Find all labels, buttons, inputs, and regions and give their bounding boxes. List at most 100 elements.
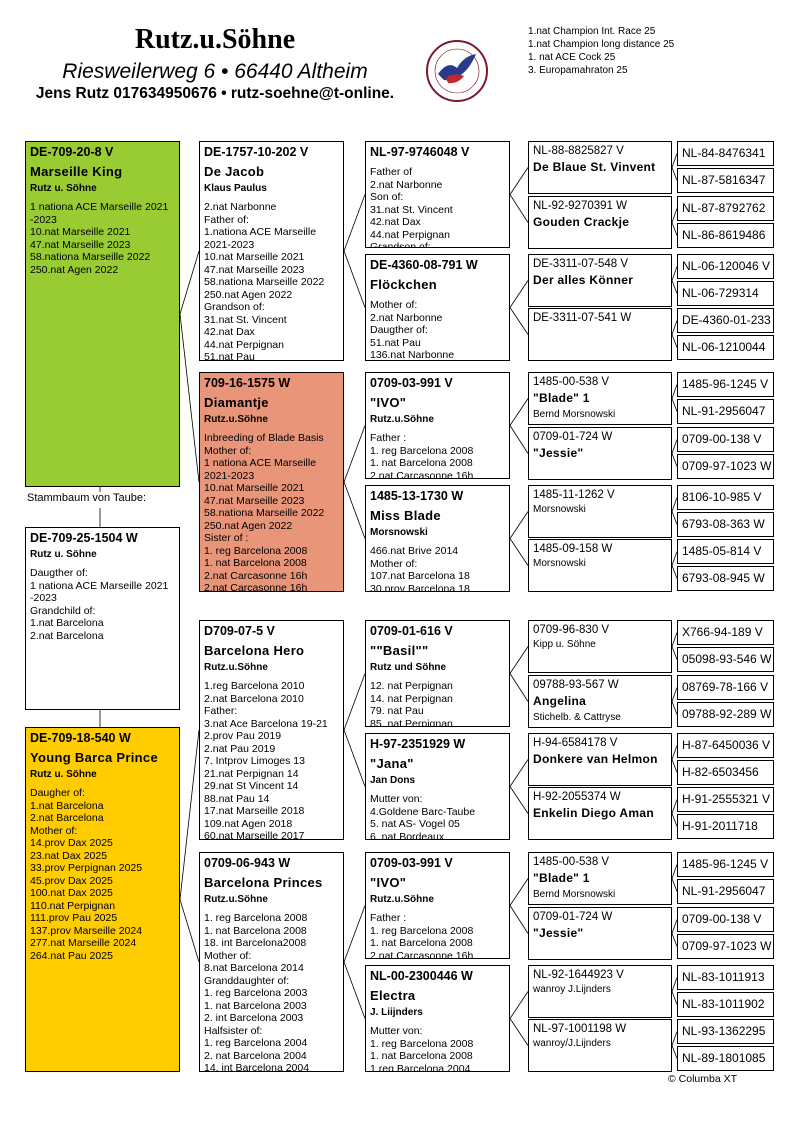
ring-number: NL-87-5816347 bbox=[682, 173, 766, 187]
result-line: 1. nat Barcelona 2008 bbox=[370, 457, 473, 469]
pigeon-name: "Blade" 1 bbox=[533, 391, 590, 405]
result-line: 31.nat St. Vincent bbox=[204, 313, 287, 326]
result-line: 14. int Barcelona 2004 bbox=[204, 1062, 310, 1072]
connector bbox=[509, 167, 529, 195]
result-line: 1 nationa ACE Marseille 2021-2023 bbox=[204, 457, 317, 482]
pigeon-name: "Jessie" bbox=[533, 926, 584, 940]
pigeon-box: NL-06-120046 V bbox=[677, 254, 774, 279]
result-line: 1. reg Barcelona 2003 bbox=[204, 987, 308, 999]
ring-number: NL-89-1801085 bbox=[682, 1051, 766, 1065]
owner: Kipp u. Söhne bbox=[533, 639, 596, 650]
result-line: 2.nat Carcasonne 16h bbox=[204, 582, 308, 592]
result-line: Father : bbox=[370, 912, 407, 924]
result-line: 1. reg Barcelona 2008 bbox=[370, 924, 474, 937]
result-line: Mother of: bbox=[30, 824, 78, 837]
result-line: 51.nat Pau bbox=[370, 336, 421, 349]
connector bbox=[671, 497, 678, 512]
result-line: Inbreeding of Blade Basis bbox=[204, 432, 324, 444]
pigeon-box: NL-83-1011902 bbox=[677, 992, 774, 1017]
ring-number: D709-07-5 V bbox=[204, 624, 275, 638]
results: 12. nat Perpignan 14. nat Perpignan 79. na… bbox=[370, 680, 505, 726]
pigeon-box: 709-16-1575 W Diamantje Rutz.u.Söhne Inbree… bbox=[199, 372, 344, 592]
result-line: 2.nat Carcasonne 16h bbox=[370, 469, 474, 479]
result-line: 1.nationa ACE Marseille 2021-2023 bbox=[204, 226, 317, 251]
result-line: 2.nat Narbonne bbox=[370, 311, 443, 324]
results: Mother of: 2.nat Narbonne Daugther of: 51.n… bbox=[370, 299, 505, 360]
pigeon-name: Miss Blade bbox=[370, 508, 441, 523]
ring-number: NL-06-120046 V bbox=[682, 259, 771, 273]
pigeon-box: 0709-01-616 V ""Basil"" Rutz und Söhne 12. … bbox=[365, 620, 510, 727]
pigeon-box: DE-1757-10-202 V De Jacob Klaus Paulus 2.na… bbox=[199, 141, 344, 361]
result-line: 17.nat Marseille 2018 bbox=[204, 805, 305, 817]
connector bbox=[509, 1018, 529, 1046]
result-line: 264.nat Pau 2025 bbox=[30, 949, 113, 962]
results: 2.nat Narbonne Father of: 1.nationa ACE Ma… bbox=[204, 201, 339, 360]
ring-number: DE-3311-07-548 V bbox=[533, 258, 629, 270]
pigeon-box: NL-92-1644923 V wanroy J.Lijnders bbox=[528, 965, 672, 1018]
ring-number: NL-86-8619486 bbox=[682, 228, 766, 242]
ring-number: NL-00-2300446 W bbox=[370, 969, 473, 983]
result-line: Halfsister of: bbox=[204, 1024, 263, 1037]
pigeon-name: "Blade" 1 bbox=[533, 871, 590, 885]
result-line: Granddaughter of: bbox=[204, 974, 290, 987]
ring-number: 0709-03-991 V bbox=[370, 376, 453, 390]
result-line: 111.prov Pau 2025 bbox=[30, 912, 118, 924]
pigeon-box: 0709-00-138 V bbox=[677, 427, 774, 452]
result-line: Father : bbox=[370, 432, 407, 444]
result-line: 1. reg Barcelona 2004 bbox=[204, 1037, 308, 1049]
pigeon-box: NL-91-2956047 bbox=[677, 879, 774, 904]
connector bbox=[671, 551, 678, 566]
ring-number: 0709-01-724 W bbox=[533, 431, 613, 443]
result-line: 1.reg Barcelona 2004 bbox=[370, 1062, 471, 1072]
ring-number: DE-3311-07-541 W bbox=[533, 312, 632, 324]
ring-number: NL-83-1011902 bbox=[682, 997, 765, 1011]
pigeon-box: 0709-01-724 W "Jessie" bbox=[528, 907, 672, 960]
connector bbox=[509, 646, 529, 674]
result-line: 2.nat Pau 2019 bbox=[204, 742, 276, 755]
result-line: 45.prov Dax 2025 bbox=[30, 874, 113, 887]
ring-number: 0709-00-138 V bbox=[682, 432, 762, 446]
pigeon-box: NL-06-729314 bbox=[677, 281, 774, 306]
results: Mutter von: 1. reg Barcelona 2008 1. nat B… bbox=[370, 1025, 505, 1072]
results: 1.reg Barcelona 2010 2.nat Barcelona 2010… bbox=[204, 680, 339, 839]
result-line: 250.nat Agen 2022 bbox=[204, 519, 293, 532]
ring-number: 0709-06-943 W bbox=[204, 856, 291, 870]
pigeon-box: DE-709-18-540 W Young Barca Prince Rutz u.… bbox=[25, 727, 180, 1072]
connector bbox=[671, 991, 678, 1005]
result-line: 2.prov Pau 2019 bbox=[204, 730, 282, 742]
ring-number: 1485-09-158 W bbox=[533, 543, 613, 555]
result-line: 110.nat Perpignan bbox=[30, 899, 116, 912]
connector bbox=[671, 919, 678, 934]
footer: © Columba XT bbox=[668, 1073, 738, 1085]
pigeon-box: DE-4360-08-791 W Flöckchen Mother of: 2.nat… bbox=[365, 254, 510, 361]
pigeon-box: DE-3311-07-548 V Der alles Könner bbox=[528, 254, 672, 307]
ring-number: 08769-78-166 V bbox=[682, 680, 769, 694]
result-line: Mother of: bbox=[204, 444, 252, 457]
ring-number: NL-92-9270391 W bbox=[533, 200, 627, 212]
ring-number: 1485-13-1730 W bbox=[370, 489, 464, 503]
pigeon-name: Barcelona Hero bbox=[204, 643, 305, 658]
connector bbox=[671, 334, 678, 348]
owner: Rutz u. Söhne bbox=[30, 549, 97, 560]
owner: Rutz.u.Söhne bbox=[204, 894, 268, 905]
pigeon-name: Marseille King bbox=[30, 164, 123, 179]
result-line: 10.nat Marseille 2021 bbox=[204, 482, 305, 494]
pigeon-box: NL-93-1362295 bbox=[677, 1019, 774, 1044]
result-line: 23.nat Dax 2025 bbox=[30, 849, 108, 862]
result-line: 1. nat Barcelona 2008 bbox=[370, 937, 473, 949]
pigeon-box: 0709-01-724 W "Jessie" bbox=[528, 427, 672, 480]
pigeon-box: 0709-00-138 V bbox=[677, 907, 774, 932]
pigeon-name: De Jacob bbox=[204, 164, 265, 179]
result-line: 18. int Barcelona2008 bbox=[204, 937, 307, 949]
connector bbox=[509, 511, 529, 539]
pigeon-box: NL-87-5816347 bbox=[677, 168, 774, 193]
result-line: Father: bbox=[204, 705, 238, 717]
connector bbox=[671, 384, 678, 399]
ring-number: 05098-93-546 W bbox=[682, 652, 772, 666]
result-line: 31.nat St. Vincent bbox=[370, 203, 453, 216]
result-line: Grandson of: bbox=[204, 301, 265, 313]
pigeon-box: 6793-08-363 W bbox=[677, 512, 774, 537]
connector bbox=[509, 878, 529, 906]
result-line: 79. nat Pau bbox=[370, 705, 424, 717]
